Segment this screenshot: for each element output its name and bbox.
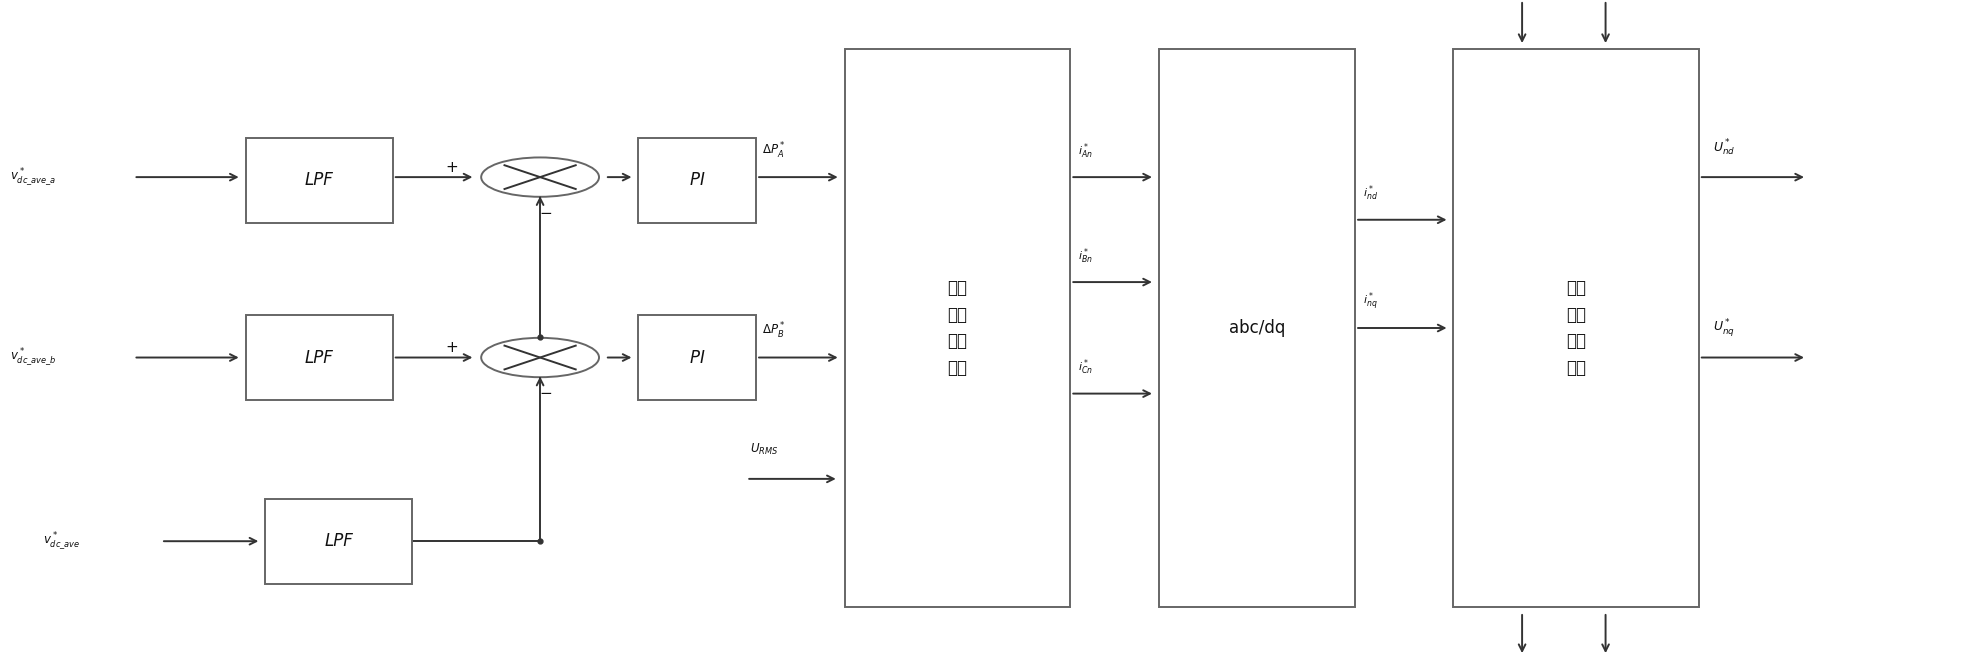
Text: $e_{nq}$: $e_{nq}$ <box>1597 655 1614 656</box>
FancyBboxPatch shape <box>638 315 756 400</box>
Text: $v^*_{dc\_ave}$: $v^*_{dc\_ave}$ <box>43 530 81 552</box>
FancyBboxPatch shape <box>246 138 393 223</box>
Text: 负序
电流
解耦
控制: 负序 电流 解耦 控制 <box>1565 279 1587 377</box>
FancyBboxPatch shape <box>845 49 1070 607</box>
FancyBboxPatch shape <box>1453 49 1699 607</box>
Text: $U_{RMS}$: $U_{RMS}$ <box>750 441 778 457</box>
Text: $U^*_{nq}$: $U^*_{nq}$ <box>1713 317 1734 339</box>
Text: $PI$: $PI$ <box>689 348 705 367</box>
Text: $i^*_{Cn}$: $i^*_{Cn}$ <box>1078 358 1094 377</box>
Text: $i^*_{nq}$: $i^*_{nq}$ <box>1363 291 1377 313</box>
Text: LPF: LPF <box>304 171 334 190</box>
Text: −: − <box>540 206 552 220</box>
Text: $PI$: $PI$ <box>689 171 705 190</box>
Text: $i_{nd}$: $i_{nd}$ <box>1514 0 1530 1</box>
Text: abc/dq: abc/dq <box>1229 319 1284 337</box>
Text: $\Delta P^*_A$: $\Delta P^*_A$ <box>762 141 786 161</box>
FancyBboxPatch shape <box>246 315 393 400</box>
Text: $i^*_{An}$: $i^*_{An}$ <box>1078 141 1094 161</box>
FancyBboxPatch shape <box>1159 49 1355 607</box>
Text: $v^*_{dc\_ave\_a}$: $v^*_{dc\_ave\_a}$ <box>10 166 57 188</box>
Text: $i_{nq}$: $i_{nq}$ <box>1599 0 1612 3</box>
Text: $i^*_{Bn}$: $i^*_{Bn}$ <box>1078 246 1094 266</box>
Text: −: − <box>540 386 552 401</box>
FancyBboxPatch shape <box>265 499 412 584</box>
Text: 负序
电流
指令
运算: 负序 电流 指令 运算 <box>947 279 968 377</box>
Text: +: + <box>446 340 458 355</box>
Text: $v^*_{dc\_ave\_b}$: $v^*_{dc\_ave\_b}$ <box>10 346 57 369</box>
Text: $U^*_{nd}$: $U^*_{nd}$ <box>1713 138 1734 157</box>
Text: $\Delta P^*_B$: $\Delta P^*_B$ <box>762 321 786 341</box>
Text: LPF: LPF <box>324 532 354 550</box>
Text: $i^*_{nd}$: $i^*_{nd}$ <box>1363 184 1379 203</box>
Text: +: + <box>446 160 458 174</box>
Text: LPF: LPF <box>304 348 334 367</box>
FancyBboxPatch shape <box>638 138 756 223</box>
